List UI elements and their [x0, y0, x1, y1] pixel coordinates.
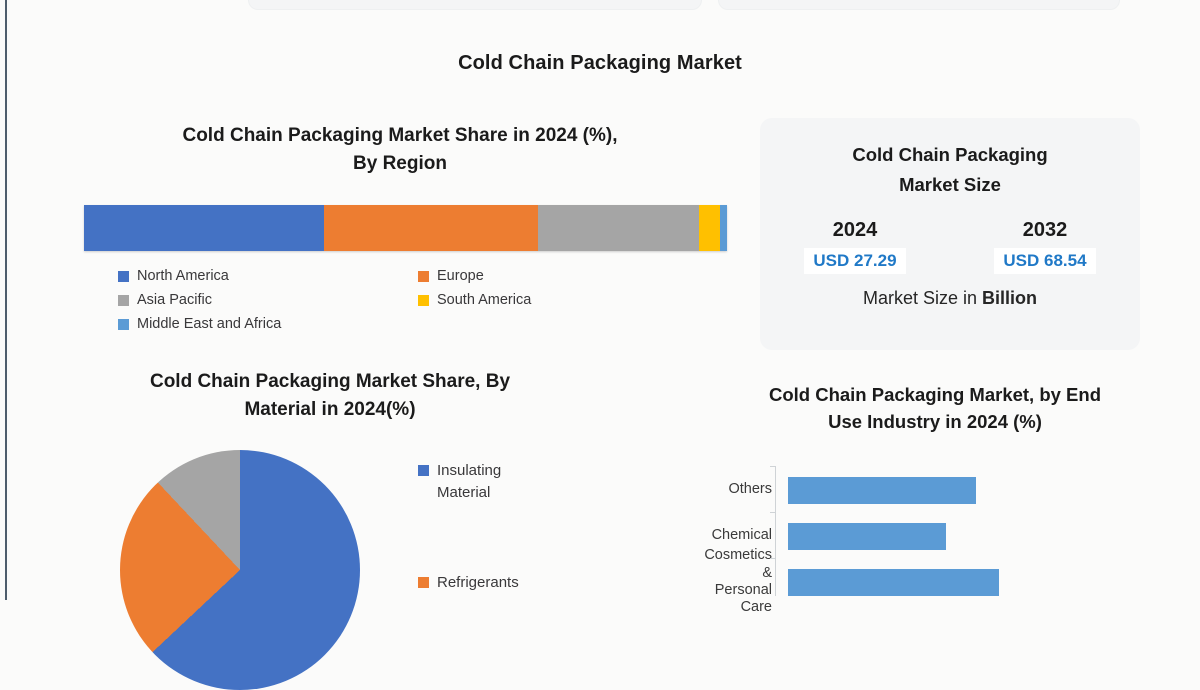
- legend-item: Europe: [418, 264, 678, 288]
- enduse-category-label: Chemical: [711, 527, 772, 544]
- legend-swatch-icon: [118, 294, 129, 306]
- legend-item-label: Europe: [437, 268, 484, 284]
- enduse-bar: [788, 568, 1000, 596]
- market-size-unit-note: Market Size in Billion: [760, 288, 1140, 309]
- enduse-axis-line: [775, 466, 776, 596]
- legend-item-label: South America: [437, 292, 532, 308]
- pie-legend-item: Refrigerants: [418, 572, 618, 594]
- legend-item: North America: [118, 264, 418, 288]
- pie-legend-item: Insulating Material: [418, 460, 618, 504]
- region-bar-segment: [537, 205, 699, 251]
- legend-swatch-icon: [418, 294, 429, 306]
- cropped-panel-right: [718, 0, 1120, 10]
- market-size-card: Cold Chain Packaging Market Size 2024 US…: [760, 118, 1140, 350]
- region-chart-legend: North America Europe Asia Pacific South Ame…: [118, 264, 678, 336]
- enduse-bar: [788, 476, 977, 504]
- legend-swatch-icon: [118, 318, 129, 330]
- market-size-unit-value: Billion: [982, 288, 1038, 309]
- pie-legend-swatch-icon: [418, 465, 429, 476]
- legend-item-label: Middle East and Africa: [137, 316, 282, 332]
- region-chart-title-line2: By Region: [353, 152, 447, 174]
- material-share-section: Cold Chain Packaging Market Share, By Ma…: [40, 368, 620, 690]
- enduse-chart-title-line1: Cold Chain Packaging Market, by End: [768, 384, 1102, 405]
- enduse-bar: [788, 522, 947, 550]
- cropped-panel-left: [248, 0, 702, 10]
- enduse-axis-tick: [770, 466, 776, 467]
- pie-legend-item-label: Refrigerants: [437, 573, 519, 591]
- forecast-year-value: USD 68.54: [994, 248, 1096, 275]
- region-bar-segment: [323, 205, 538, 251]
- end-use-industry-section: Cold Chain Packaging Market, by End Use …: [700, 382, 1170, 615]
- enduse-bar-chart: Others Chemical Cosmetics & Personal Care: [700, 466, 1170, 615]
- pie-legend-item-label: Insulating Material: [437, 462, 502, 501]
- legend-item: Asia Pacific: [118, 288, 418, 312]
- base-year-label: 2024: [832, 219, 878, 242]
- market-size-title-line2: Market Size: [899, 173, 1001, 195]
- region-chart-title-line1: Cold Chain Packaging Market Share in 202…: [182, 125, 618, 146]
- page-title: Cold Chain Packaging Market: [458, 52, 742, 74]
- page-left-rule: [5, 0, 7, 600]
- market-size-title-line1: Cold Chain Packaging: [852, 144, 1048, 165]
- legend-item-label: Asia Pacific: [137, 292, 212, 308]
- region-bar-segment: [698, 205, 720, 251]
- enduse-axis-tick: [770, 558, 776, 559]
- legend-item: South America: [418, 288, 678, 312]
- region-bar-segment: [719, 205, 727, 251]
- material-chart-legend: Insulating Material Refrigerants: [418, 460, 618, 661]
- enduse-bar-row: Chemical: [700, 512, 1170, 560]
- market-size-card-title: Cold Chain Packaging Market Size: [760, 118, 1140, 199]
- enduse-chart-title-line2: Use Industry in 2024 (%): [828, 410, 1042, 432]
- enduse-axis-tick: [770, 512, 776, 513]
- market-size-forecast-year-column: 2032 USD 68.54: [950, 219, 1140, 275]
- region-bar-segment: [84, 205, 324, 251]
- base-year-value: USD 27.29: [804, 248, 906, 275]
- region-chart-title: Cold Chain Packaging Market Share in 202…: [60, 122, 740, 177]
- forecast-year-label: 2032: [1022, 219, 1068, 242]
- material-chart-title: Cold Chain Packaging Market Share, By Ma…: [40, 368, 620, 423]
- cropped-top-panels: [0, 0, 1200, 12]
- region-share-section: Cold Chain Packaging Market Share in 202…: [60, 122, 740, 332]
- legend-item: Middle East and Africa: [118, 312, 678, 336]
- legend-swatch-icon: [418, 270, 429, 282]
- market-size-base-year-column: 2024 USD 27.29: [760, 219, 950, 275]
- enduse-chart-title: Cold Chain Packaging Market, by End Use …: [700, 382, 1170, 436]
- enduse-bar-row: Others: [700, 466, 1170, 514]
- legend-swatch-icon: [118, 270, 129, 282]
- material-chart-title-line2: Material in 2024(%): [244, 398, 416, 420]
- material-pie-graphic: [120, 450, 360, 690]
- legend-item-label: North America: [137, 268, 229, 284]
- market-size-columns: 2024 USD 27.29 2032 USD 68.54: [760, 219, 1140, 275]
- material-pie-chart: [120, 450, 360, 690]
- pie-legend-swatch-icon: [418, 576, 429, 588]
- enduse-category-label: Others: [728, 481, 772, 498]
- region-stacked-bar-chart: [84, 205, 727, 251]
- market-size-unit-prefix: Market Size in: [862, 288, 983, 309]
- enduse-bar-row: Cosmetics & Personal Care: [700, 547, 1170, 615]
- material-chart-title-line1: Cold Chain Packaging Market Share, By: [149, 371, 511, 392]
